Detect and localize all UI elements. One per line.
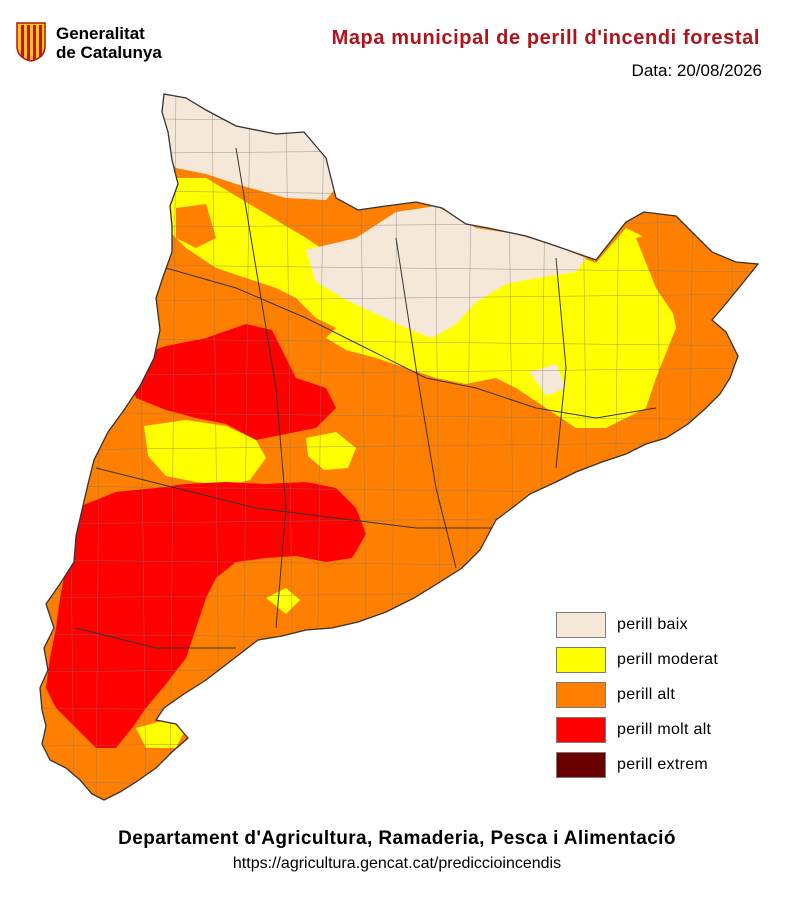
legend-item-perill-molt-alt: perill molt alt xyxy=(556,717,786,752)
zone-perill-moderat-delta xyxy=(136,720,186,748)
legend-item-perill-alt: perill alt xyxy=(556,682,786,717)
zone-perill-moderat-center xyxy=(306,432,356,470)
legend-swatch xyxy=(556,717,606,743)
zone-perill-baix-pyrenees xyxy=(306,206,586,338)
zone-perill-alt-girona xyxy=(636,228,736,338)
map-date: Data: 20/08/2026 xyxy=(631,61,762,80)
legend-swatch xyxy=(556,647,606,673)
legend-label: perill molt alt xyxy=(617,721,712,738)
logo-line-2: de Catalunya xyxy=(56,43,162,62)
legend-item-perill-moderat: perill moderat xyxy=(556,647,786,682)
legend-label: perill moderat xyxy=(617,651,719,668)
source-url: https://agricultura.gencat.cat/prediccio… xyxy=(232,855,562,872)
legend-label: perill baix xyxy=(617,616,688,633)
legend-swatch xyxy=(556,612,606,638)
legend-item-perill-extrem: perill extrem xyxy=(556,752,786,787)
department-name: Departament d'Agricultura, Ramaderia, Pe… xyxy=(118,828,676,849)
legend-label: perill extrem xyxy=(617,756,709,773)
map-legend: perill baix perill moderat perill alt pe… xyxy=(556,612,786,787)
senyera-shield-icon xyxy=(16,22,46,62)
logo-text: Generalitat de Catalunya xyxy=(56,24,162,62)
legend-swatch xyxy=(556,682,606,708)
zone-perill-molt-alt-south xyxy=(46,482,366,748)
legend-item-perill-baix: perill baix xyxy=(556,612,786,647)
zone-perill-alt-pallars xyxy=(176,204,216,248)
zone-perill-baix-small xyxy=(530,364,566,396)
catalonia-fire-risk-map xyxy=(39,93,759,801)
generalitat-logo: Generalitat de Catalunya xyxy=(16,22,196,66)
legend-swatch xyxy=(556,752,606,778)
logo-line-1: Generalitat xyxy=(56,24,145,43)
map-title: Mapa municipal de perill d'incendi fores… xyxy=(331,27,760,49)
comarca-boundaries xyxy=(75,147,657,649)
zone-perill-molt-alt-north xyxy=(130,324,336,440)
legend-label: perill alt xyxy=(617,686,676,703)
zone-perill-moderat-west xyxy=(144,420,266,486)
